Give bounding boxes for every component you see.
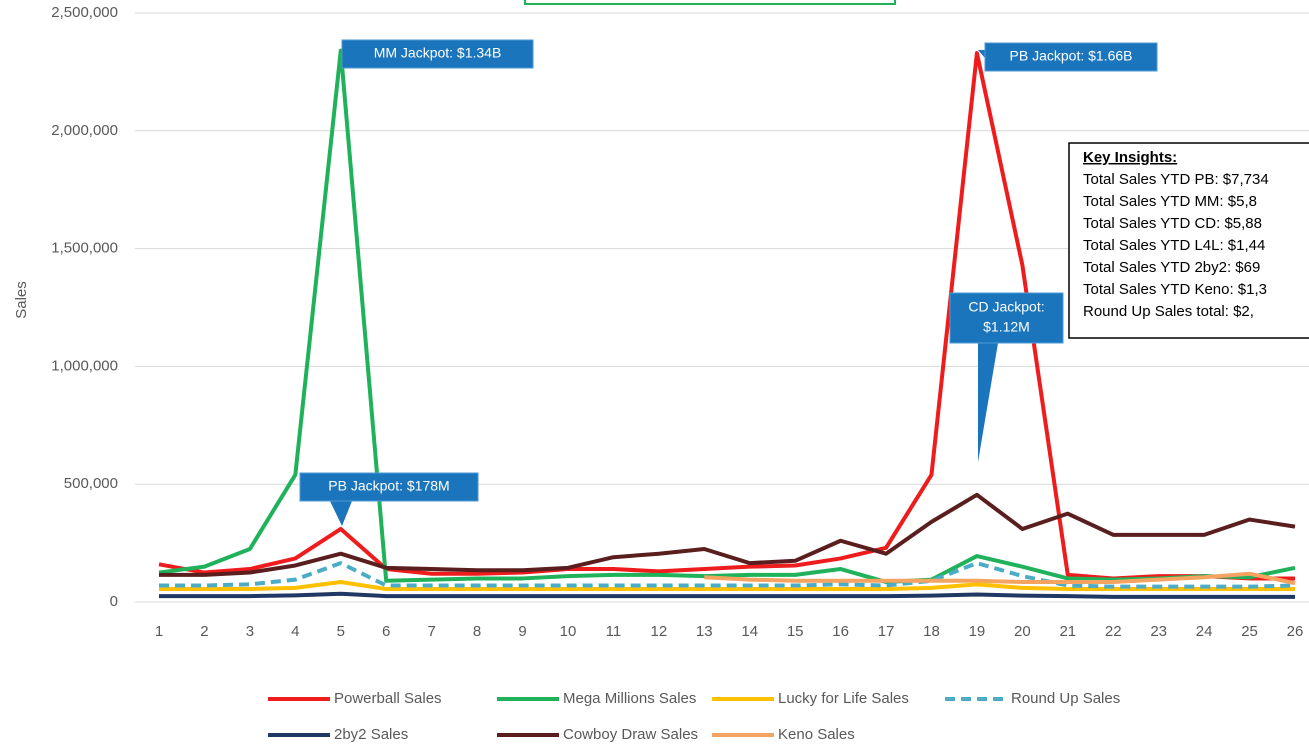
insight-line: Round Up Sales total: $2, [1083, 303, 1254, 320]
callout-box [341, 39, 534, 69]
callout-text: CD Jackpot: [968, 299, 1044, 315]
y-tick-label: 500,000 [64, 475, 118, 492]
y-axis-label: Sales [13, 281, 30, 319]
legend-label: Powerball Sales [334, 690, 442, 707]
x-tick-label: 9 [518, 623, 526, 640]
insight-line: Total Sales YTD PB: $7,734 [1083, 171, 1269, 188]
y-tick-label: 1,500,000 [51, 240, 118, 257]
callout-text: PB Jackpot: $1.66B [1010, 48, 1133, 64]
callout-box [949, 292, 1064, 344]
insights-box [1068, 142, 1309, 339]
legend-label: Round Up Sales [1011, 690, 1120, 707]
x-tick-label: 5 [337, 623, 345, 640]
insight-line: Total Sales YTD MM: $5,8 [1083, 193, 1257, 210]
callout-pointer [978, 343, 998, 462]
series-line [159, 591, 1295, 599]
x-tick-label: 13 [696, 623, 713, 640]
x-tick-label: 26 [1287, 623, 1304, 640]
x-tick-label: 20 [1014, 623, 1031, 640]
y-tick-label: 2,000,000 [51, 122, 118, 139]
series-line [159, 561, 1296, 589]
callout-box [299, 472, 479, 502]
series-line [159, 492, 1296, 577]
x-tick-label: 6 [382, 623, 390, 640]
legend-label: Mega Millions Sales [563, 690, 696, 707]
y-tick-label: 0 [110, 593, 118, 610]
legend-label: Keno Sales [778, 726, 855, 743]
callout-box [984, 42, 1158, 72]
legend-label: Lucky for Life Sales [778, 690, 909, 707]
callout: CD Jackpot: $1.12M [949, 292, 1064, 462]
insight-line: Total Sales YTD CD: $5,88 [1083, 215, 1262, 232]
x-tick-label: 4 [291, 623, 299, 640]
x-tick-label: 2 [200, 623, 208, 640]
x-tick-label: 18 [923, 623, 940, 640]
callout: PB Jackpot: $1.66B [978, 42, 1158, 72]
x-tick-label: 11 [606, 623, 622, 640]
callout: MM Jackpot: $1.34B [341, 39, 534, 69]
series-line [159, 579, 1295, 592]
x-tick-label: 22 [1105, 623, 1122, 640]
x-tick-label: 23 [1150, 623, 1167, 640]
title-frame [524, 0, 896, 5]
callout-pointer [330, 501, 352, 526]
insight-line: Total Sales YTD 2by2: $69 [1083, 259, 1260, 276]
x-tick-label: 25 [1241, 623, 1258, 640]
callout-pointer [978, 50, 985, 58]
x-tick-label: 7 [427, 623, 435, 640]
insight-line: Total Sales YTD Keno: $1,3 [1083, 281, 1267, 298]
x-tick-label: 3 [246, 623, 254, 640]
callout: PB Jackpot: $178M [299, 472, 479, 526]
insights-title: Key Insights: [1083, 149, 1177, 166]
callout-text: MM Jackpot: $1.34B [374, 45, 502, 61]
series-line [704, 571, 1296, 586]
x-tick-label: 21 [1059, 623, 1076, 640]
callout-text: $1.12M [983, 319, 1030, 335]
x-tick-label: 1 [155, 623, 163, 640]
y-tick-label: 1,000,000 [51, 357, 118, 374]
legend-label: Cowboy Draw Sales [563, 726, 698, 743]
legend-label: 2by2 Sales [334, 726, 408, 743]
series-line [158, 48, 1296, 584]
x-tick-label: 10 [560, 623, 577, 640]
x-tick-label: 17 [878, 623, 895, 640]
callout-text: PB Jackpot: $178M [328, 478, 449, 494]
x-tick-label: 16 [832, 623, 849, 640]
x-tick-label: 14 [741, 623, 758, 640]
x-tick-label: 12 [650, 623, 667, 640]
insight-line: Total Sales YTD L4L: $1,44 [1083, 237, 1265, 254]
x-tick-label: 19 [969, 623, 986, 640]
y-tick-label: 2,500,000 [51, 4, 118, 21]
x-tick-label: 24 [1196, 623, 1213, 640]
x-tick-label: 15 [787, 623, 804, 640]
x-tick-label: 8 [473, 623, 481, 640]
